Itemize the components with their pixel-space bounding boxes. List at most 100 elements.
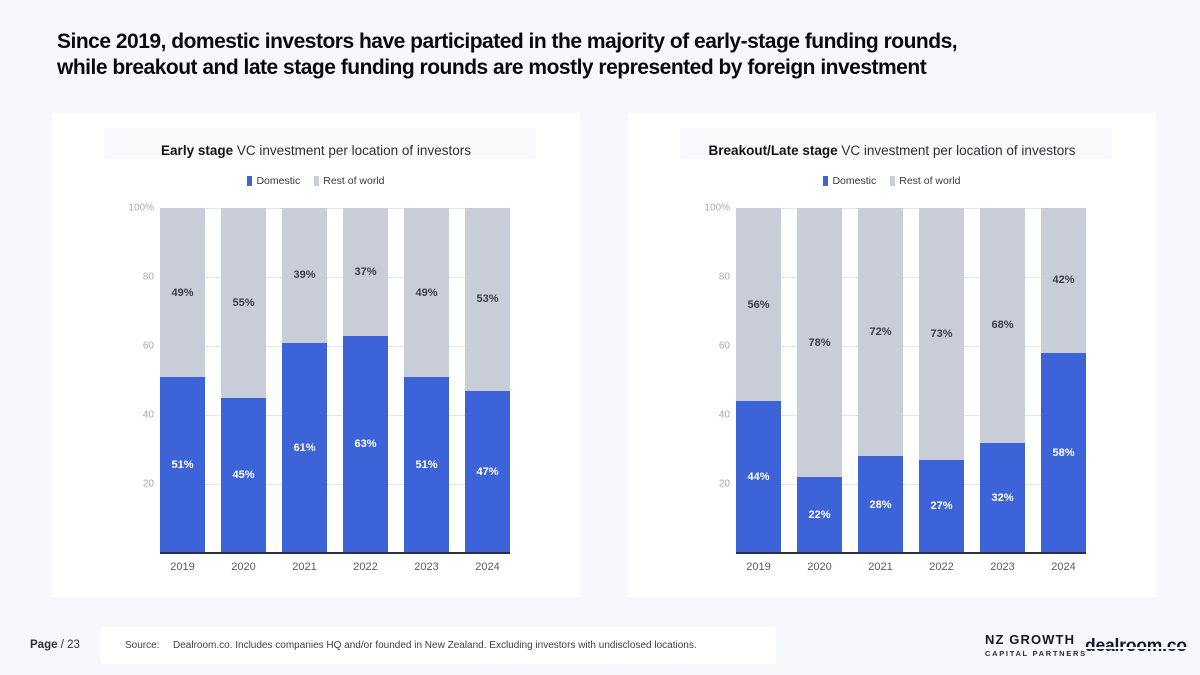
stacked-bar-2020: 55% 45%	[221, 208, 266, 553]
bar-label-rest-of-world: 73%	[930, 327, 953, 340]
bar-segment-domestic: 47%	[465, 390, 510, 553]
y-axis-tick-label: 40	[142, 409, 154, 421]
legend: Domestic Rest of world	[628, 175, 1156, 187]
source-strip: Source: Dealroom.co. Includes companies …	[100, 627, 776, 664]
chart-card-breakout-late-stage: Breakout/Late stage VC investment per lo…	[628, 113, 1156, 597]
x-axis-label-2024: 2024	[475, 561, 500, 573]
slide-title: Since 2019, domestic investors have part…	[57, 29, 958, 81]
y-axis-tick-label: 60	[142, 340, 154, 352]
y-axis-tick-label: 100%	[128, 202, 154, 214]
stacked-bar-2021: 39% 61%	[282, 208, 327, 553]
page-value: / 23	[60, 639, 80, 651]
legend-swatch-rest-of-world	[890, 176, 896, 186]
bar-segment-rest-of-world: 78%	[797, 208, 842, 478]
stacked-bar-2021: 72% 28%	[858, 208, 903, 553]
gridline	[736, 208, 1086, 209]
y-axis-tick-label: 80	[142, 271, 154, 283]
x-axis-label-2021: 2021	[868, 561, 893, 573]
bar-segment-domestic: 27%	[919, 459, 964, 553]
bar-segment-rest-of-world: 68%	[980, 208, 1025, 443]
bar-label-rest-of-world: 53%	[476, 293, 499, 306]
gridline	[736, 346, 1086, 347]
stacked-bar-2019: 56% 44%	[736, 208, 781, 553]
legend-swatch-domestic	[247, 176, 253, 186]
nz-growth-capital-partners-logo: NZ GROWTH CAPITAL PARTNERS	[985, 632, 1087, 658]
x-axis-label-2019: 2019	[746, 561, 771, 573]
bar-segment-domestic: 58%	[1041, 352, 1086, 553]
x-axis-line	[736, 552, 1086, 554]
bar-label-rest-of-world: 42%	[1052, 274, 1075, 287]
bar-segment-domestic: 63%	[343, 335, 388, 553]
bar-segment-domestic: 51%	[404, 377, 449, 553]
bar-segment-rest-of-world: 39%	[282, 208, 327, 343]
gridline	[736, 484, 1086, 485]
bar-label-domestic: 61%	[293, 441, 316, 454]
gridline	[736, 277, 1086, 278]
stacked-bar-2023: 49% 51%	[404, 208, 449, 553]
legend-swatch-domestic	[823, 176, 829, 186]
stacked-bar-2024: 42% 58%	[1041, 208, 1086, 553]
page-number: Page / 23	[30, 639, 80, 651]
bars-group: 56% 44% 78% 22% 72% 28% 73% 27% 68% 32% 42% 58%	[736, 208, 1086, 553]
gridline	[160, 346, 510, 347]
legend-swatch-rest-of-world	[314, 176, 320, 186]
bar-segment-domestic: 51%	[160, 377, 205, 553]
y-axis-tick-label: 40	[718, 409, 730, 421]
x-axis-labels: 2019 2020 2021 2022 2023 2024	[160, 561, 510, 573]
bar-segment-domestic: 32%	[980, 442, 1025, 553]
bar-label-domestic: 44%	[747, 471, 770, 484]
bar-segment-domestic: 28%	[858, 456, 903, 553]
bar-segment-rest-of-world: 56%	[736, 208, 781, 402]
legend-label-rest-of-world: Rest of world	[323, 175, 385, 187]
x-axis-label-2024: 2024	[1051, 561, 1076, 573]
bars-group: 49% 51% 55% 45% 39% 61% 37% 63% 49% 51% 53% 47%	[160, 208, 510, 553]
x-axis-label-2021: 2021	[292, 561, 317, 573]
slide-title-line2: while breakout and late stage funding ro…	[57, 56, 927, 79]
gridline	[736, 415, 1086, 416]
dealroom-logo: dealroom.co	[1085, 635, 1187, 655]
source-label: Source:	[125, 640, 160, 651]
chart-title-bold: Early stage	[161, 143, 234, 158]
chart-title-rest: VC investment per location of investors	[233, 143, 471, 158]
bar-segment-domestic: 44%	[736, 401, 781, 553]
bar-label-rest-of-world: 37%	[354, 265, 377, 278]
bar-segment-rest-of-world: 73%	[919, 208, 964, 460]
bar-label-domestic: 58%	[1052, 446, 1075, 459]
legend-item-domestic: Domestic	[247, 175, 300, 187]
bar-label-domestic: 27%	[930, 500, 953, 513]
bar-label-rest-of-world: 49%	[171, 286, 194, 299]
chart-title-breakout-late-stage: Breakout/Late stage VC investment per lo…	[628, 143, 1156, 158]
nz-logo-line2: CAPITAL PARTNERS	[985, 649, 1087, 658]
legend-item-rest-of-world: Rest of world	[314, 175, 385, 187]
bar-label-domestic: 63%	[354, 438, 377, 451]
x-axis-label-2020: 2020	[231, 561, 256, 573]
x-axis-label-2023: 2023	[414, 561, 439, 573]
stacked-bar-2020: 78% 22%	[797, 208, 842, 553]
legend-item-domestic: Domestic	[823, 175, 876, 187]
bar-label-rest-of-world: 55%	[232, 296, 255, 309]
bar-label-domestic: 32%	[991, 491, 1014, 504]
stacked-bar-plot-early-stage: 100% 80 60 40 20 49% 51% 55% 45% 39% 61% 37% 63% 49% 5…	[128, 203, 510, 573]
x-axis-label-2023: 2023	[990, 561, 1015, 573]
bar-label-domestic: 22%	[808, 509, 831, 522]
gridline	[160, 484, 510, 485]
chart-title-rest: VC investment per location of investors	[837, 143, 1076, 158]
y-axis-tick-label: 20	[142, 478, 154, 490]
bar-label-domestic: 45%	[232, 469, 255, 482]
y-axis-tick-label: 60	[718, 340, 730, 352]
chart-title-band	[104, 128, 536, 159]
stacked-bar-2022: 73% 27%	[919, 208, 964, 553]
bar-segment-rest-of-world: 49%	[160, 208, 205, 378]
bar-label-domestic: 51%	[171, 459, 194, 472]
chart-title-early-stage: Early stage VC investment per location o…	[52, 143, 580, 158]
bar-segment-domestic: 61%	[282, 342, 327, 553]
gridline	[160, 208, 510, 209]
bar-label-rest-of-world: 68%	[991, 319, 1014, 332]
bar-segment-rest-of-world: 72%	[858, 208, 903, 457]
legend-item-rest-of-world: Rest of world	[890, 175, 961, 187]
stacked-bar-2024: 53% 47%	[465, 208, 510, 553]
bar-segment-rest-of-world: 49%	[404, 208, 449, 378]
bar-label-domestic: 51%	[415, 459, 438, 472]
x-axis-label-2020: 2020	[807, 561, 832, 573]
legend-label-rest-of-world: Rest of world	[899, 175, 961, 187]
